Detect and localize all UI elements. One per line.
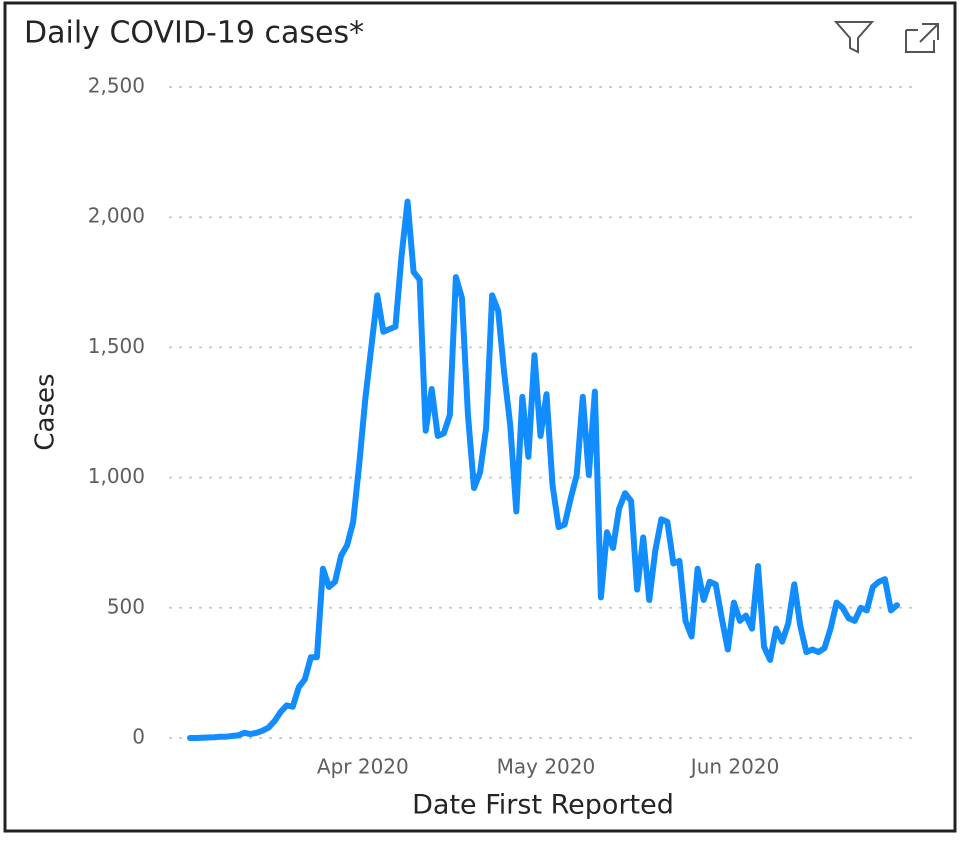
x-tick-label: Jun 2020: [689, 755, 780, 779]
x-axis-label: Date First Reported: [412, 790, 674, 821]
y-tick-label: 2,500: [88, 74, 145, 98]
y-tick-label: 1,500: [88, 334, 145, 358]
data-line: [187, 198, 900, 741]
y-tick-label: 1,000: [88, 464, 145, 488]
y-tick-label: 2,000: [88, 204, 145, 228]
filter-icon[interactable]: [833, 21, 875, 54]
frame: [3, 1, 957, 833]
focus-mode-icon[interactable]: [905, 23, 939, 53]
y-axis-label: Cases: [31, 373, 61, 450]
y-tick-label: 500: [107, 594, 145, 618]
y-tick-label: 0: [132, 725, 145, 749]
x-tick-label: Apr 2020: [317, 755, 409, 779]
chart-title: Daily COVID-19 cases*: [24, 16, 364, 51]
x-tick-label: May 2020: [497, 755, 596, 779]
